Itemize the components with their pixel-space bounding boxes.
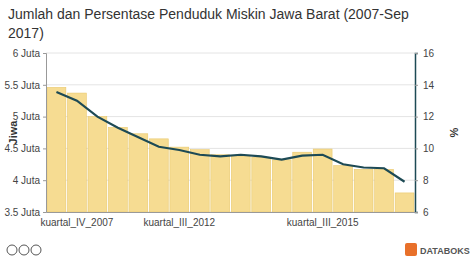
tick-label: 5.5 Juta <box>4 80 40 91</box>
tick <box>415 117 418 118</box>
y2-axis: 6 8 10 12 14 16 <box>415 48 435 218</box>
bar <box>231 156 250 212</box>
tick-label: kuartal_IV_2007 <box>40 217 113 228</box>
tick <box>43 85 46 86</box>
tick-label: 6 Juta <box>13 48 41 59</box>
line <box>56 92 404 182</box>
plot: 3.5 Juta4 Juta4.5 Juta5 Juta5.5 Juta6 Ju… <box>4 48 434 228</box>
tick <box>43 117 46 118</box>
axis-line <box>47 212 416 213</box>
icon <box>7 245 17 255</box>
bar <box>88 117 107 212</box>
tick-label: kuartal_III_2012 <box>143 217 215 228</box>
bar <box>47 87 66 212</box>
tick-label: 4 Juta <box>13 175 41 186</box>
bar <box>149 139 168 212</box>
y2-axis-title: % <box>448 127 460 137</box>
axis-line <box>43 54 47 213</box>
bar <box>334 166 353 212</box>
tick <box>415 85 418 86</box>
tick-label: 10 <box>423 143 435 154</box>
tick-label: 12 <box>423 111 435 122</box>
icon <box>19 245 29 255</box>
tick <box>43 212 46 213</box>
logo <box>405 243 417 256</box>
bar <box>354 169 373 212</box>
bar <box>211 155 230 212</box>
bar <box>375 169 394 212</box>
icon <box>31 245 41 255</box>
tick-label: 14 <box>423 80 435 91</box>
annotation: DATABOKS <box>420 246 470 256</box>
bar <box>108 127 127 212</box>
tick <box>415 53 418 54</box>
x-axis: kuartal_IV_2007 kuartal_III_2012 kuartal_I… <box>40 213 415 229</box>
title: Jumlah dan Persentase Penduduk Miskin Ja… <box>8 6 409 41</box>
y-axis: 3.5 Juta4 Juta4.5 Juta5 Juta5.5 Juta6 Ju… <box>4 48 46 218</box>
y-axis-title: Jiwa <box>7 120 19 145</box>
tick-label: 16 <box>423 48 435 59</box>
bar <box>129 134 148 212</box>
tick-label: 6 <box>423 207 429 218</box>
license-icons <box>7 245 41 255</box>
bar <box>190 150 209 212</box>
bar <box>395 193 414 212</box>
grid-line <box>46 84 415 85</box>
tick <box>415 148 418 149</box>
tick <box>415 180 418 181</box>
tick <box>43 180 46 181</box>
tick-label: 3.5 Juta <box>4 207 40 218</box>
bar <box>68 93 87 212</box>
axis-line <box>416 54 419 213</box>
grid-line <box>46 53 415 54</box>
marks <box>47 87 414 212</box>
tick <box>43 148 46 149</box>
tick-label: kuartal_III_2015 <box>287 217 359 228</box>
bar <box>170 147 189 212</box>
tick-label: 8 <box>423 175 429 186</box>
bar <box>252 157 271 212</box>
chart: Jumlah dan Persentase Penduduk Miskin Ja… <box>0 0 474 265</box>
tick <box>43 53 46 54</box>
bar <box>272 160 291 212</box>
bar <box>293 152 312 212</box>
